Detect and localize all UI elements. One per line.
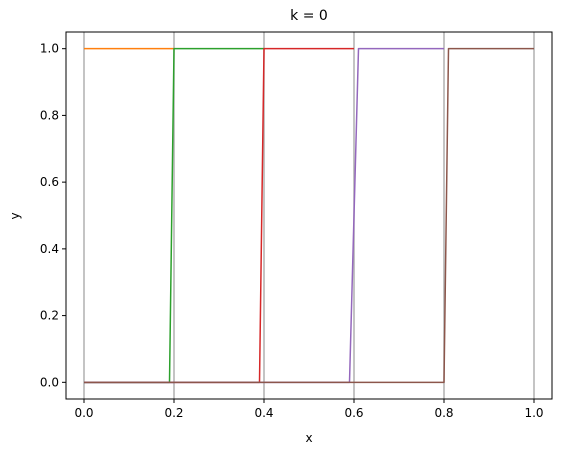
y-axis-label: y xyxy=(8,212,22,219)
series-line-5 xyxy=(84,47,534,384)
plot-frame xyxy=(65,31,553,400)
y-tick-label-5: 1.0 xyxy=(40,42,59,56)
chart-title: k = 0 xyxy=(290,8,328,24)
x-tick-label-4: 0.8 xyxy=(434,406,453,420)
y-tick-label-3: 0.6 xyxy=(40,175,59,189)
x-tick-label-1: 0.2 xyxy=(164,406,183,420)
series-layer xyxy=(84,47,534,384)
y-ticks: 0.0 0.2 0.4 0.6 0.8 1.0 xyxy=(40,42,66,389)
x-tick-label-0: 0.0 xyxy=(74,406,93,420)
y-tick-label-0: 0.0 xyxy=(40,375,59,389)
x-tick-label-2: 0.4 xyxy=(254,406,273,420)
y-tick-label-4: 0.8 xyxy=(40,108,59,122)
x-axis-label: x xyxy=(305,431,312,445)
series-line-3 xyxy=(84,47,354,384)
y-tick-label-2: 0.4 xyxy=(40,242,59,256)
y-tick-label-1: 0.2 xyxy=(40,309,59,323)
x-ticks: 0.0 0.2 0.4 0.6 0.8 1.0 xyxy=(74,399,544,420)
x-tick-label-5: 1.0 xyxy=(524,406,543,420)
x-tick-label-3: 0.6 xyxy=(344,406,363,420)
grid-layer xyxy=(83,32,535,399)
